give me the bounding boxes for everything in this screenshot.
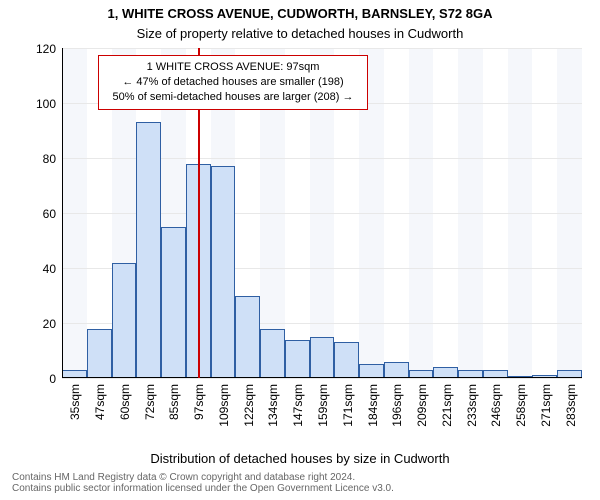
- ytick-label: 0: [26, 372, 56, 386]
- xtick-label: 147sqm: [291, 384, 305, 434]
- histogram-bar: [136, 122, 161, 378]
- gridline-h: [62, 378, 582, 379]
- xtick-label: 283sqm: [564, 384, 578, 434]
- histogram-bar: [161, 227, 186, 378]
- histogram-bar: [334, 342, 359, 378]
- histogram-bar: [359, 364, 384, 378]
- xtick-label: 271sqm: [539, 384, 553, 434]
- annotation-line2: ← 47% of detached houses are smaller (19…: [107, 75, 359, 90]
- ytick-label: 100: [26, 97, 56, 111]
- annotation-box: 1 WHITE CROSS AVENUE: 97sqm ← 47% of det…: [98, 55, 368, 110]
- xtick-label: 72sqm: [143, 384, 157, 434]
- xtick-label: 85sqm: [167, 384, 181, 434]
- xtick-label: 109sqm: [217, 384, 231, 434]
- xtick-label: 184sqm: [366, 384, 380, 434]
- axis-line: [62, 48, 63, 378]
- histogram-bar: [112, 263, 137, 379]
- xtick-label: 60sqm: [118, 384, 132, 434]
- ytick-label: 120: [26, 42, 56, 56]
- ytick-label: 40: [26, 262, 56, 276]
- axis-line: [62, 377, 582, 378]
- histogram-bar: [260, 329, 285, 379]
- histogram-bar: [384, 362, 409, 379]
- xtick-label: 35sqm: [68, 384, 82, 434]
- histogram-bar: [211, 166, 236, 378]
- ytick-label: 20: [26, 317, 56, 331]
- annotation-line3: 50% of semi-detached houses are larger (…: [107, 90, 359, 105]
- histogram-bar: [310, 337, 335, 378]
- xtick-label: 196sqm: [390, 384, 404, 434]
- xtick-label: 171sqm: [341, 384, 355, 434]
- xtick-label: 159sqm: [316, 384, 330, 434]
- ytick-label: 80: [26, 152, 56, 166]
- xtick-label: 233sqm: [465, 384, 479, 434]
- xtick-label: 97sqm: [192, 384, 206, 434]
- histogram-bar: [87, 329, 112, 379]
- annotation-line1: 1 WHITE CROSS AVENUE: 97sqm: [107, 60, 359, 75]
- xtick-label: 246sqm: [489, 384, 503, 434]
- page-subtitle: Size of property relative to detached ho…: [0, 26, 600, 41]
- xtick-label: 258sqm: [514, 384, 528, 434]
- histogram-bar: [235, 296, 260, 379]
- xtick-label: 47sqm: [93, 384, 107, 434]
- xtick-label: 122sqm: [242, 384, 256, 434]
- x-axis-label: Distribution of detached houses by size …: [0, 451, 600, 466]
- page-title: 1, WHITE CROSS AVENUE, CUDWORTH, BARNSLE…: [0, 6, 600, 21]
- xtick-label: 134sqm: [266, 384, 280, 434]
- xtick-label: 221sqm: [440, 384, 454, 434]
- xtick-label: 209sqm: [415, 384, 429, 434]
- histogram-bar: [285, 340, 310, 379]
- ytick-label: 60: [26, 207, 56, 221]
- footer-text: Contains HM Land Registry data © Crown c…: [12, 472, 394, 494]
- gridline-h: [62, 48, 582, 49]
